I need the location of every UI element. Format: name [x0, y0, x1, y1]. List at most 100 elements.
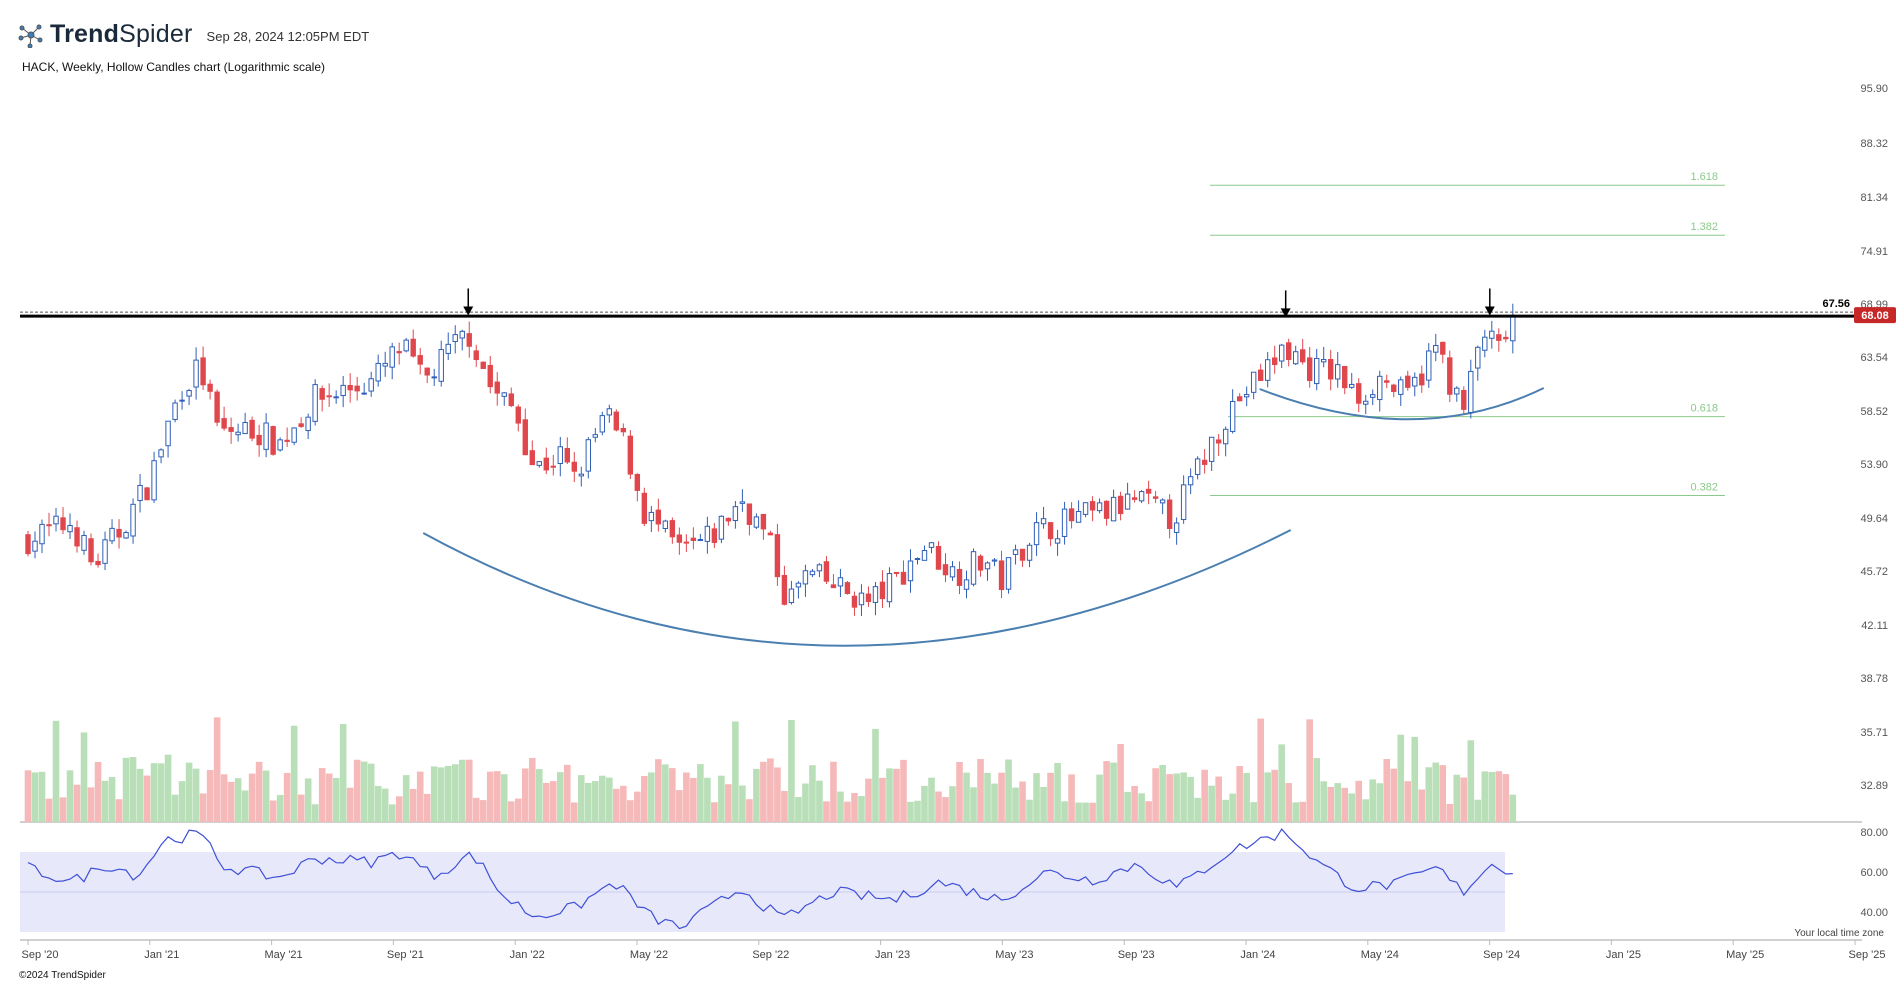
candle-body	[788, 588, 795, 604]
candle-body	[214, 391, 220, 423]
volume-bar	[956, 762, 963, 822]
candle-body	[977, 555, 984, 571]
candle-body	[403, 339, 409, 352]
candle-body	[711, 528, 718, 543]
volume-bar	[374, 785, 382, 822]
candle-body	[1419, 373, 1425, 386]
volume-bar	[886, 768, 893, 822]
candle-body	[466, 333, 472, 347]
candle-body	[1222, 428, 1229, 445]
volume-bar	[542, 782, 550, 822]
candle-body	[1173, 522, 1180, 533]
candle-body	[319, 388, 325, 400]
volume-bar	[900, 759, 907, 822]
price-axis-label: 32.89	[1860, 780, 1888, 792]
candle-body	[907, 560, 914, 582]
volume-bar	[290, 725, 298, 822]
volume-bar	[872, 728, 879, 822]
candle-body	[1468, 370, 1474, 413]
candle-body	[326, 395, 332, 398]
candle-body	[53, 515, 59, 525]
volume-bar	[1229, 793, 1236, 822]
volume-bar	[823, 801, 830, 822]
candle-body	[256, 434, 262, 446]
volume-bar	[767, 758, 774, 822]
candle-body	[102, 539, 108, 564]
volume-bar	[185, 762, 193, 822]
volume-bar	[1495, 771, 1503, 822]
volume-bar	[493, 771, 501, 822]
volume-bar	[662, 764, 669, 822]
volume-bar	[683, 772, 690, 822]
candle-body	[592, 434, 599, 438]
candle-body	[634, 473, 641, 491]
volume-bar	[1509, 794, 1517, 822]
volume-bar	[199, 793, 207, 822]
volume-bar	[1068, 774, 1075, 822]
volume-bar	[1467, 740, 1475, 822]
candle-body	[1152, 496, 1159, 499]
volume-bar	[865, 778, 872, 822]
date-axis-label: Jan '24	[1240, 949, 1275, 961]
volume-bar	[1355, 780, 1363, 822]
down-arrow-icon	[1484, 306, 1495, 316]
small-rounding-arc	[1259, 387, 1545, 421]
date-axis-label: Jan '22	[510, 949, 545, 961]
candle-body	[459, 330, 465, 339]
volume-bar	[1061, 801, 1068, 822]
volume-bar	[1005, 759, 1012, 822]
price-axis-label: 63.54	[1860, 352, 1888, 364]
candle-body	[130, 503, 136, 537]
candle-body	[340, 384, 346, 397]
candle-body	[1342, 365, 1348, 389]
candle-body	[193, 359, 199, 388]
volume-bar	[1243, 772, 1250, 822]
candle-body	[781, 574, 788, 605]
candle-body	[137, 484, 143, 502]
candle-body	[1103, 500, 1110, 519]
candle-body	[1299, 349, 1306, 363]
candle-body	[1166, 499, 1173, 529]
volume-bar	[241, 790, 249, 822]
candle-body	[739, 501, 746, 504]
candle-body	[1250, 371, 1257, 393]
candle-body	[620, 427, 627, 433]
volume-bar	[1341, 787, 1349, 822]
volume-bar	[381, 788, 389, 822]
candle-body	[648, 511, 655, 522]
volume-bar	[325, 773, 333, 822]
candle-body	[1503, 336, 1509, 340]
candle-body	[1089, 501, 1096, 511]
candle-body	[158, 449, 164, 458]
candle-body	[865, 593, 872, 603]
volume-bar	[1089, 802, 1096, 822]
volume-bar	[732, 721, 739, 822]
volume-bar	[1460, 777, 1468, 822]
date-axis-label: Sep '25	[1849, 949, 1886, 961]
candle-body	[515, 406, 521, 424]
candle-body	[1321, 359, 1327, 363]
volume-bar	[444, 765, 452, 822]
candle-body	[1243, 394, 1250, 398]
candle-body	[1384, 380, 1390, 383]
volume-bar	[507, 801, 515, 822]
volume-bar	[395, 796, 403, 822]
candle-body	[144, 487, 150, 501]
fib-level-label: 1.618	[1690, 171, 1718, 183]
candle-body	[1264, 359, 1271, 381]
candle-body	[207, 383, 213, 392]
date-axis-label: Sep '23	[1118, 949, 1155, 961]
volume-bar	[928, 777, 935, 822]
rsi-axis-label: 40.00	[1860, 907, 1888, 919]
brand-name-bold: Trend	[50, 20, 120, 48]
candle-body	[424, 367, 430, 376]
volume-bar	[66, 770, 74, 822]
candle-body	[438, 349, 444, 382]
volume-bar	[1264, 772, 1271, 822]
candle-body	[669, 520, 676, 538]
candle-body	[1257, 369, 1264, 381]
candle-body	[480, 361, 486, 369]
candle-body	[1292, 351, 1299, 365]
candle-body	[935, 545, 942, 570]
